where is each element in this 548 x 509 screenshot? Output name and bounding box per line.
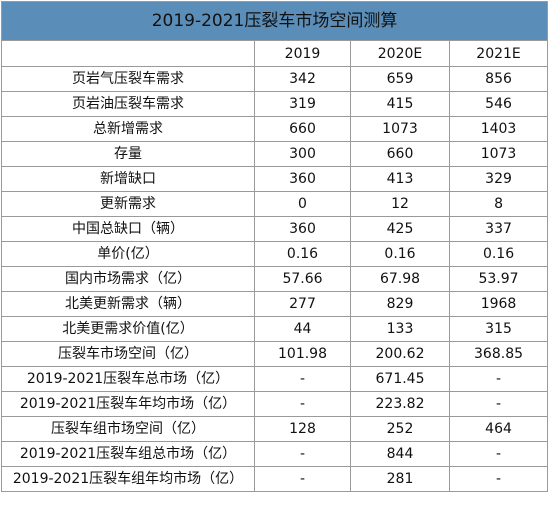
value-cell: 659 [350,66,450,92]
value-cell: 1073 [350,116,450,142]
value-cell: 277 [254,291,351,317]
row-label-cell: 页岩油压裂车需求 [1,91,255,117]
table-title-row: 2019-2021压裂车市场空间测算 [0,1,548,41]
value-cell: 67.98 [350,266,450,292]
row-label-cell: 2019-2021压裂车年均市场（亿） [1,391,255,417]
value-cell: - [448,366,548,392]
row-label-cell: 北美更需求价值(亿） [1,316,255,342]
value-cell: - [448,391,548,417]
value-cell: - [254,366,351,392]
table-row: 存量 300 660 1073 [1,141,548,167]
value-cell: 360 [254,216,351,242]
market-space-table: 2019-2021压裂车市场空间测算 2019 2020E 2021E 页岩气压… [0,1,548,492]
header-cell-2020e: 2020E [350,40,450,67]
value-cell: 0.16 [448,241,548,267]
value-cell: 0 [254,191,351,217]
value-cell: 8 [448,191,548,217]
value-cell: 660 [350,141,450,167]
table-header-row: 2019 2020E 2021E [1,40,548,67]
table-row: 新增缺口 360 413 329 [1,166,548,192]
table-title: 2019-2021压裂车市场空间测算 [0,1,548,41]
value-cell: - [254,441,351,467]
table-row: 更新需求 0 12 8 [1,191,548,217]
table-row: 2019-2021压裂车年均市场（亿） -223.82- [1,391,548,417]
value-cell: 0.16 [350,241,450,267]
table-row: 压裂车组市场空间（亿） 128 252 464 [1,416,548,442]
value-cell: - [254,391,351,417]
table-row: 页岩气压裂车需求 342 659 856 [1,66,548,92]
value-cell: 319 [254,91,351,117]
value-cell: 425 [350,216,450,242]
row-label-cell: 单价(亿） [1,241,255,267]
value-cell: 671.45 [350,366,450,392]
value-cell: 660 [254,116,351,142]
row-label-cell: 2019-2021压裂车组年均市场（亿） [1,466,255,492]
value-cell: 1968 [448,291,548,317]
value-cell: 856 [448,66,548,92]
row-label-cell: 2019-2021压裂车组总市场（亿） [1,441,255,467]
value-cell: 281 [350,466,450,492]
header-cell-2019: 2019 [254,40,351,67]
value-cell: 829 [350,291,450,317]
value-cell: 315 [448,316,548,342]
value-cell: 53.97 [448,266,548,292]
value-cell: 329 [448,166,548,192]
header-cell-2021e: 2021E [448,40,548,67]
row-label-cell: 北美更新需求（辆） [1,291,255,317]
row-label-cell: 页岩气压裂车需求 [1,66,255,92]
value-cell: 546 [448,91,548,117]
row-label-cell: 更新需求 [1,191,255,217]
table-row: 国内市场需求（亿） 57.66 67.98 53.97 [1,266,548,292]
table-row: 2019-2021压裂车组总市场（亿） -844- [1,441,548,467]
row-label-cell: 新增缺口 [1,166,255,192]
row-label-cell: 总新增需求 [1,116,255,142]
value-cell: 844 [350,441,450,467]
value-cell: - [448,441,548,467]
value-cell: 133 [350,316,450,342]
row-label-cell: 压裂车组市场空间（亿） [1,416,255,442]
value-cell: 0.16 [254,241,351,267]
value-cell: 342 [254,66,351,92]
value-cell: 44 [254,316,351,342]
value-cell: 57.66 [254,266,351,292]
value-cell: 415 [350,91,450,117]
value-cell: 300 [254,141,351,167]
value-cell: 368.85 [448,341,548,367]
value-cell: - [448,466,548,492]
value-cell: 101.98 [254,341,351,367]
value-cell: 128 [254,416,351,442]
value-cell: 464 [448,416,548,442]
row-label-cell: 中国总缺口（辆） [1,216,255,242]
table-row: 中国总缺口（辆） 360 425 337 [1,216,548,242]
value-cell: 360 [254,166,351,192]
value-cell: 223.82 [350,391,450,417]
header-cell-label [1,40,255,67]
table-row: 2019-2021压裂车组年均市场（亿） -281- [1,466,548,492]
value-cell: 12 [350,191,450,217]
value-cell: 1073 [448,141,548,167]
table-row: 压裂车市场空间（亿） 101.98 200.62 368.85 [1,341,548,367]
table-row: 单价(亿） 0.16 0.16 0.16 [1,241,548,267]
table-row: 总新增需求 660 1073 1403 [1,116,548,142]
value-cell: 200.62 [350,341,450,367]
row-label-cell: 存量 [1,141,255,167]
table-row: 2019-2021压裂车总市场（亿） -671.45- [1,366,548,392]
row-label-cell: 压裂车市场空间（亿） [1,341,255,367]
value-cell: - [254,466,351,492]
table-row: 页岩油压裂车需求 319 415 546 [1,91,548,117]
table-row: 北美更新需求（辆） 277 829 1968 [1,291,548,317]
row-label-cell: 2019-2021压裂车总市场（亿） [1,366,255,392]
value-cell: 252 [350,416,450,442]
row-label-cell: 国内市场需求（亿） [1,266,255,292]
value-cell: 1403 [448,116,548,142]
table-body: 2019-2021压裂车市场空间测算 2019 2020E 2021E 页岩气压… [0,1,548,492]
table-row: 北美更需求价值(亿） 44 133 315 [1,316,548,342]
value-cell: 413 [350,166,450,192]
value-cell: 337 [448,216,548,242]
